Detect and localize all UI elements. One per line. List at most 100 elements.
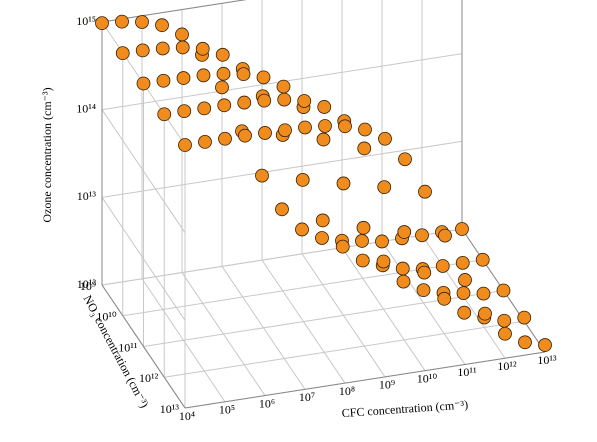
x-axis-title: CFC concentration (cm⁻³) [341, 397, 468, 420]
data-point [136, 76, 151, 91]
axis-frame [184, 351, 546, 409]
data-point [318, 119, 332, 133]
data-point [156, 73, 171, 88]
z-tick-label: 10¹⁴ [76, 101, 96, 115]
data-point [455, 255, 470, 270]
data-point [438, 228, 452, 243]
y-tick-label: 10¹² [139, 371, 159, 385]
data-point [95, 16, 109, 31]
data-point [238, 128, 252, 143]
data-point [416, 283, 431, 298]
x-tick-label: 10¹³ [537, 353, 557, 367]
data-point [417, 265, 432, 280]
grid-line [164, 320, 525, 378]
x-tick-label: 10⁸ [339, 384, 355, 398]
grid-line [101, 109, 186, 233]
data-point [457, 305, 472, 320]
data-point [497, 313, 512, 328]
data-point [155, 41, 170, 56]
data-point [455, 222, 469, 236]
z-tick-label: 10¹⁵ [76, 14, 96, 28]
data-point [355, 253, 370, 268]
data-point [198, 134, 212, 149]
y-tick-label: 10¹³ [160, 402, 180, 416]
data-point [398, 152, 412, 167]
data-point [195, 41, 210, 56]
y-tick-label: 10⁹ [80, 279, 96, 293]
data-point [135, 15, 149, 29]
data-point [355, 234, 369, 248]
data-point [256, 70, 271, 85]
data-point [517, 310, 532, 325]
data-point [298, 120, 312, 135]
data-point [275, 202, 289, 217]
data-point [437, 291, 452, 306]
data-point [357, 141, 372, 156]
data-point [315, 213, 330, 228]
data-point [336, 176, 351, 191]
x-tick-label: 10⁴ [179, 409, 195, 423]
z-tick-label: 10¹³ [77, 189, 97, 203]
data-point [217, 98, 232, 113]
x-tick-label: 10⁵ [219, 403, 235, 417]
data-point [415, 228, 429, 243]
x-tick-label: 10¹² [497, 359, 517, 373]
data-point [317, 100, 332, 114]
data-point [338, 119, 352, 134]
x-tick-label: 10⁷ [299, 390, 315, 404]
data-point [115, 14, 129, 29]
data-point [295, 222, 309, 237]
data-point [178, 138, 192, 152]
data-point [476, 286, 491, 301]
data-point [135, 43, 150, 58]
data-point [397, 225, 412, 239]
data-point [538, 338, 552, 352]
data-point [197, 101, 212, 116]
data-point [378, 131, 392, 146]
grid-line [101, 140, 463, 198]
data-point [177, 104, 192, 119]
axis-frame [101, 0, 247, 23]
x-tick-label: 10¹¹ [457, 365, 477, 379]
data-point [115, 46, 130, 61]
x-tick-label: 10¹⁰ [417, 371, 438, 385]
data-point [258, 126, 272, 140]
data-point [435, 259, 450, 273]
data-point [215, 47, 230, 62]
data-point [215, 80, 229, 95]
data-point [277, 92, 292, 107]
data-point [295, 172, 310, 187]
data-point [276, 79, 291, 94]
data-point [316, 132, 331, 147]
data-point [395, 261, 410, 276]
data-point [218, 131, 232, 146]
data-point [157, 107, 172, 122]
data-point [236, 67, 251, 82]
data-point [375, 234, 389, 249]
data-point [216, 66, 231, 81]
data-point [237, 95, 252, 110]
data-point [315, 231, 329, 245]
data-point [255, 168, 269, 183]
grid-line [101, 197, 186, 321]
data-point [155, 18, 169, 33]
data-point [498, 326, 512, 341]
data-point [458, 273, 472, 287]
data-point [196, 68, 211, 83]
y-tick-label: 10¹⁰ [96, 310, 117, 324]
data-point [475, 252, 490, 267]
data-point [376, 254, 391, 269]
x-tick-label: 10⁹ [379, 378, 395, 392]
data-point [297, 94, 312, 108]
data-point [175, 27, 189, 42]
axis-frame [101, 284, 186, 409]
data-point [478, 306, 492, 321]
data-point [396, 274, 411, 289]
data-point [175, 40, 190, 55]
data-point [335, 239, 350, 254]
data-point [176, 71, 191, 85]
y-tick-label: 10¹¹ [118, 340, 138, 354]
data-point [518, 335, 532, 350]
grid-line [101, 0, 247, 23]
